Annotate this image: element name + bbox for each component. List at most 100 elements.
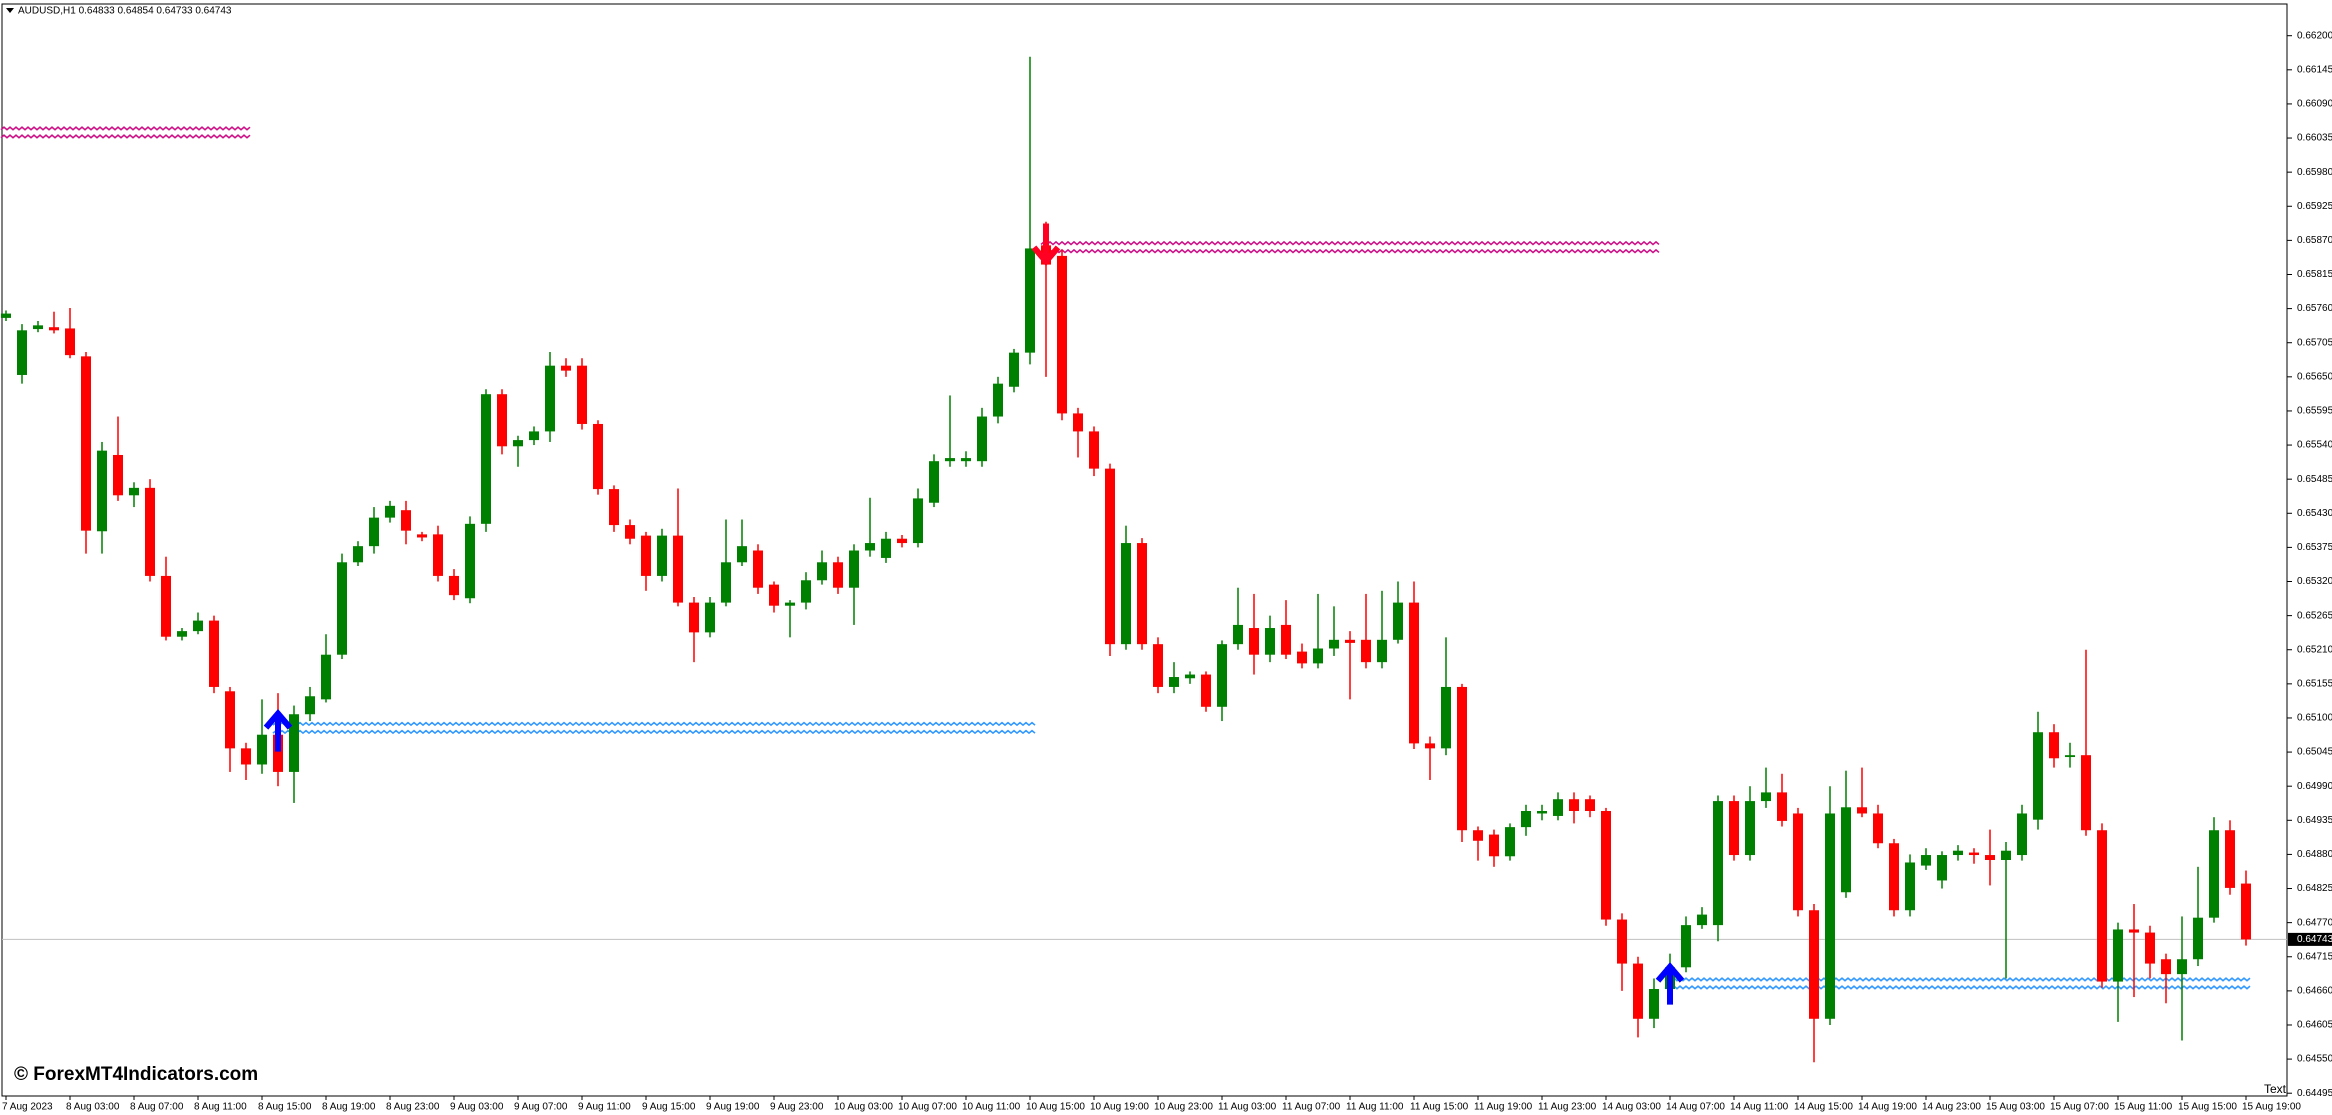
candle-body — [849, 550, 859, 588]
candle-body — [465, 523, 475, 599]
zone-line — [272, 721, 1036, 727]
candle-body — [705, 602, 715, 633]
candle-body — [945, 458, 955, 462]
candle-body — [2081, 755, 2091, 831]
candle-body — [1505, 827, 1515, 857]
x-tick-label: 9 Aug 07:00 — [514, 1102, 568, 1113]
candle-body — [897, 538, 907, 544]
symbol-menu[interactable] — [6, 8, 14, 13]
x-tick-label: 8 Aug 07:00 — [130, 1102, 184, 1113]
y-tick-label: 0.65760 — [2297, 303, 2332, 314]
candle-body — [2177, 959, 2187, 975]
x-tick-label: 11 Aug 11:00 — [1346, 1102, 1404, 1113]
y-tick-label: 0.65595 — [2297, 406, 2332, 417]
candle-body — [209, 620, 219, 687]
candle-body — [1489, 834, 1499, 857]
y-tick-label: 0.65650 — [2297, 371, 2332, 382]
candle-body — [369, 517, 379, 547]
candle-body — [1825, 813, 1835, 1019]
x-tick-label: 15 Aug 19:00 — [2242, 1102, 2301, 1113]
candle-body — [1761, 792, 1771, 802]
x-tick-label: 9 Aug 19:00 — [706, 1102, 760, 1113]
candle-body — [593, 423, 603, 490]
candle-body — [145, 487, 155, 576]
candle-body — [2161, 959, 2171, 975]
candle-body — [321, 654, 331, 700]
y-tick-label: 0.65375 — [2297, 542, 2332, 553]
candle-body — [913, 498, 923, 544]
candle-body — [1297, 651, 1307, 664]
candle-body — [1393, 602, 1403, 640]
candle-body — [33, 325, 43, 330]
candle-body — [2241, 883, 2251, 940]
candle-body — [529, 431, 539, 441]
x-tick-label: 8 Aug 11:00 — [194, 1102, 247, 1113]
candle-body — [1057, 255, 1067, 414]
candle-body — [1569, 799, 1579, 811]
candle-body — [1841, 807, 1851, 893]
y-tick-label: 0.65540 — [2297, 440, 2332, 451]
candle-body — [1217, 644, 1227, 707]
candle-body — [2193, 917, 2203, 960]
candle-body — [801, 580, 811, 603]
candle-body — [1249, 628, 1259, 655]
candle-body — [1633, 963, 1643, 1019]
candle-body — [2145, 932, 2155, 964]
x-tick-label: 10 Aug 11:00 — [962, 1102, 1021, 1113]
candle-body — [513, 440, 523, 447]
candle-body — [2001, 850, 2011, 860]
candle-body — [1905, 862, 1915, 911]
candle-body — [1809, 910, 1819, 1019]
y-tick-label: 0.65705 — [2297, 337, 2332, 348]
x-tick-label: 9 Aug 03:00 — [450, 1102, 504, 1113]
candle-body — [2017, 813, 2027, 856]
candle-body — [1473, 830, 1483, 841]
candle-body — [1521, 810, 1531, 828]
price-label-box — [2288, 932, 2332, 946]
y-tick-label: 0.65485 — [2297, 474, 2332, 485]
candle-body — [609, 489, 619, 526]
candle-body — [929, 461, 939, 503]
signal-arrow — [263, 709, 293, 752]
candle-body — [577, 365, 587, 424]
x-tick-label: 14 Aug 11:00 — [1730, 1102, 1789, 1113]
candle-body — [497, 394, 507, 447]
candle-body — [385, 505, 395, 518]
candle-body — [1377, 639, 1387, 663]
y-tick-label: 0.64605 — [2297, 1020, 2332, 1031]
candle-body — [1009, 352, 1019, 387]
candle-body — [1201, 674, 1211, 707]
x-tick-label: 9 Aug 23:00 — [770, 1102, 824, 1113]
candle-body — [1649, 989, 1659, 1019]
candle-body — [737, 546, 747, 563]
candle-body — [353, 546, 363, 563]
signal-arrow — [1031, 223, 1061, 267]
candle-body — [2097, 830, 2107, 982]
candle-body — [2209, 830, 2219, 918]
y-tick-label: 0.65925 — [2297, 201, 2332, 212]
x-tick-label: 8 Aug 23:00 — [386, 1102, 440, 1113]
y-tick-label: 0.66090 — [2297, 99, 2332, 110]
candle-body — [1169, 677, 1179, 687]
candle-body — [2065, 755, 2075, 758]
candle-body — [1745, 801, 1755, 856]
candle-body — [1441, 686, 1451, 749]
y-tick-label: 0.65430 — [2297, 508, 2332, 519]
candle-body — [1729, 801, 1739, 856]
candle-body — [753, 550, 763, 588]
candle-body — [1617, 919, 1627, 964]
x-tick-label: 15 Aug 15:00 — [2178, 1102, 2237, 1113]
candle-body — [177, 631, 187, 637]
candle-body — [561, 365, 571, 371]
candle-body — [1265, 628, 1275, 655]
candle-body — [49, 327, 59, 331]
candle-body — [961, 458, 971, 462]
y-tick-label: 0.65265 — [2297, 610, 2332, 621]
candle-body — [449, 575, 459, 596]
candle-body — [417, 534, 427, 538]
candle-body — [1089, 431, 1099, 469]
y-tick-label: 0.65815 — [2297, 269, 2332, 280]
candle-body — [1585, 799, 1595, 811]
zone-line — [1040, 240, 1660, 246]
